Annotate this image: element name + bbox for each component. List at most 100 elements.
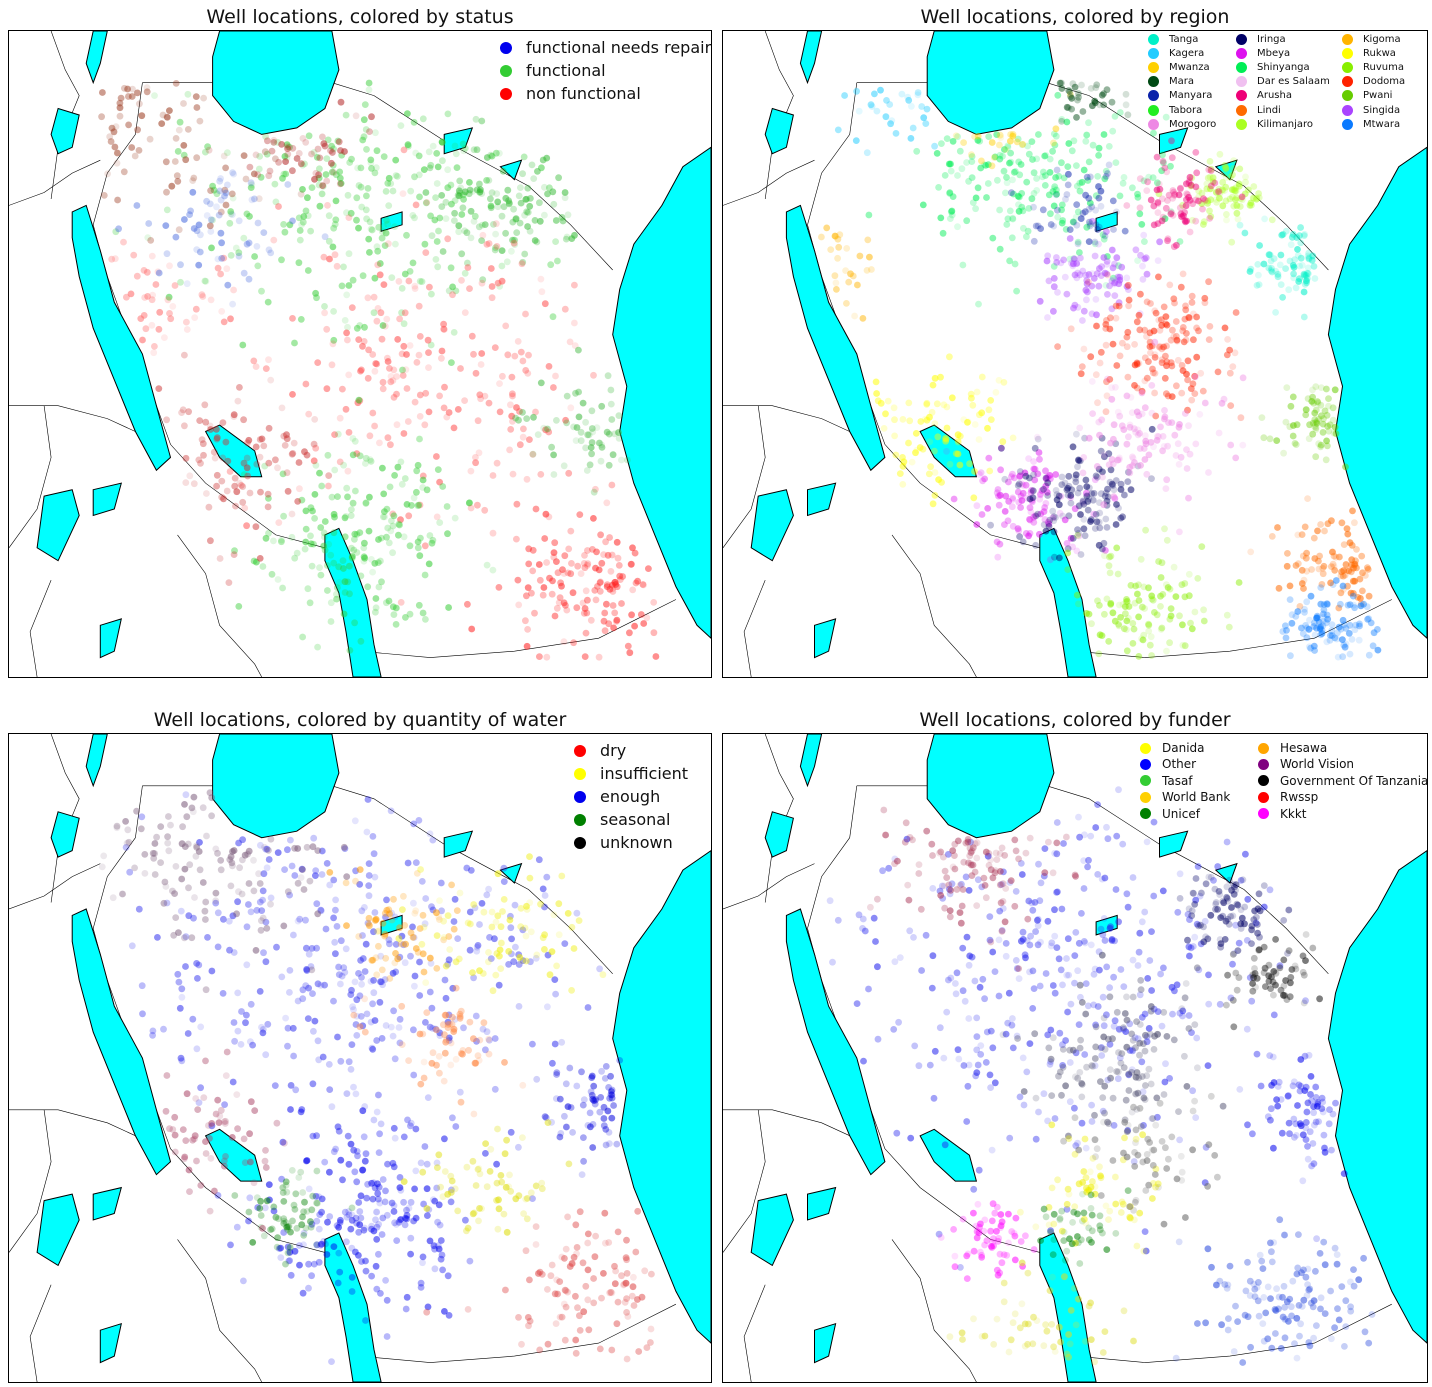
well-point bbox=[643, 1344, 651, 1351]
well-point bbox=[355, 970, 362, 977]
well-point bbox=[260, 870, 268, 878]
well-point bbox=[305, 132, 313, 140]
well-point bbox=[1072, 478, 1080, 486]
well-point bbox=[647, 1339, 654, 1346]
well-point bbox=[553, 962, 560, 970]
well-point bbox=[1158, 345, 1166, 353]
well-point bbox=[388, 909, 395, 917]
well-point bbox=[420, 1058, 428, 1066]
well-point bbox=[314, 1037, 322, 1045]
well-point bbox=[379, 919, 387, 927]
well-point bbox=[1206, 173, 1214, 181]
well-point bbox=[331, 466, 339, 474]
well-point bbox=[1107, 601, 1115, 608]
well-point bbox=[603, 600, 610, 608]
well-point bbox=[246, 213, 253, 220]
well-point bbox=[1120, 983, 1128, 990]
well-point bbox=[1324, 615, 1332, 623]
well-point bbox=[345, 250, 353, 258]
well-point bbox=[281, 866, 288, 873]
well-point bbox=[829, 958, 836, 966]
well-point bbox=[1016, 472, 1024, 480]
well-point bbox=[306, 877, 314, 885]
well-point bbox=[1187, 385, 1195, 392]
well-point bbox=[494, 912, 502, 920]
well-point bbox=[445, 409, 453, 416]
well-point bbox=[303, 451, 311, 459]
well-point bbox=[280, 1217, 288, 1225]
well-point bbox=[137, 315, 145, 322]
well-point bbox=[581, 653, 589, 660]
well-point bbox=[227, 315, 234, 323]
well-point bbox=[202, 1150, 210, 1157]
well-point bbox=[350, 1083, 357, 1091]
well-point bbox=[390, 366, 398, 374]
well-point bbox=[355, 1228, 363, 1236]
well-point bbox=[959, 987, 967, 995]
well-point bbox=[1108, 246, 1116, 254]
well-point bbox=[942, 435, 950, 443]
well-point bbox=[314, 643, 321, 651]
well-point bbox=[343, 922, 350, 929]
well-point bbox=[948, 394, 956, 402]
well-point bbox=[419, 1168, 427, 1176]
well-point bbox=[163, 899, 171, 907]
well-point bbox=[415, 601, 423, 609]
well-point bbox=[1215, 185, 1223, 193]
well-point bbox=[379, 385, 387, 393]
well-point bbox=[1032, 222, 1040, 230]
well-point bbox=[410, 1071, 418, 1079]
well-point bbox=[1133, 359, 1141, 367]
well-point bbox=[470, 974, 477, 982]
well-point bbox=[376, 998, 384, 1006]
well-point bbox=[151, 343, 158, 350]
well-point bbox=[1185, 943, 1193, 951]
well-point bbox=[1351, 519, 1358, 527]
well-point bbox=[1344, 601, 1352, 609]
well-point bbox=[1147, 633, 1155, 641]
well-point bbox=[1150, 129, 1157, 137]
well-point bbox=[257, 1197, 264, 1205]
well-point bbox=[1133, 318, 1141, 326]
well-point bbox=[143, 84, 151, 91]
well-point bbox=[1080, 938, 1088, 945]
well-point bbox=[1037, 938, 1044, 946]
well-point bbox=[1216, 150, 1224, 158]
well-point bbox=[371, 274, 379, 282]
well-point bbox=[1314, 399, 1322, 407]
small-lake bbox=[1214, 159, 1238, 181]
well-point bbox=[326, 255, 333, 263]
well-point bbox=[475, 223, 483, 231]
well-point bbox=[1092, 371, 1100, 379]
well-point bbox=[1082, 1144, 1090, 1152]
country-border bbox=[723, 1109, 766, 1253]
well-point bbox=[434, 1218, 441, 1226]
well-point bbox=[422, 389, 430, 397]
well-point bbox=[954, 172, 961, 179]
well-point bbox=[438, 192, 446, 199]
well-point bbox=[964, 838, 972, 846]
well-point bbox=[311, 491, 319, 498]
well-point bbox=[408, 502, 415, 509]
well-point bbox=[1125, 1071, 1133, 1079]
well-point bbox=[1073, 547, 1081, 555]
well-point bbox=[1073, 182, 1081, 190]
well-point bbox=[442, 962, 450, 970]
well-point bbox=[235, 888, 242, 896]
well-point bbox=[1056, 554, 1063, 562]
well-point bbox=[278, 973, 286, 981]
well-point bbox=[546, 971, 554, 979]
well-point bbox=[605, 1084, 612, 1091]
well-point bbox=[1235, 182, 1243, 190]
well-point bbox=[634, 577, 641, 585]
well-point bbox=[965, 859, 972, 867]
well-point bbox=[208, 1120, 216, 1127]
well-point bbox=[920, 114, 928, 122]
well-point bbox=[382, 1187, 389, 1195]
well-point bbox=[233, 1223, 241, 1231]
well-point bbox=[548, 590, 556, 598]
well-point bbox=[373, 243, 381, 251]
well-point bbox=[1156, 238, 1163, 246]
well-point bbox=[1001, 852, 1009, 859]
well-point bbox=[1103, 261, 1111, 268]
